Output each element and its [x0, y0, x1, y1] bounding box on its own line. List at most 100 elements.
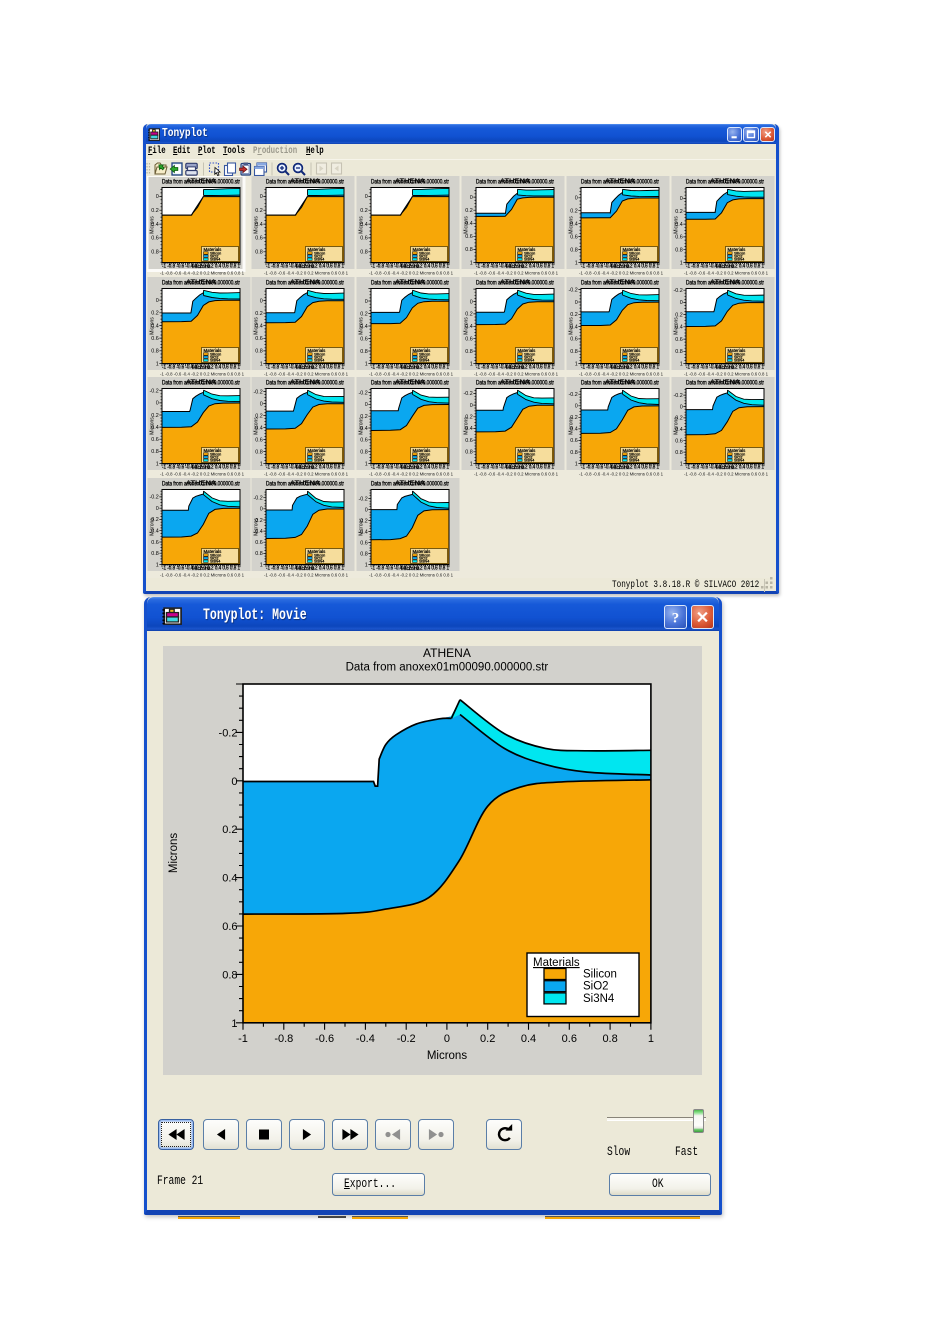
svg-text:ATHENA: ATHENA: [710, 279, 741, 286]
svg-text:Data from anoxex01m000.000000.: Data from anoxex01m000.000000.str: [371, 280, 449, 286]
svg-text:0.4: 0.4: [361, 426, 369, 432]
svg-text:Microns: Microns: [191, 466, 210, 472]
svg-text:0.2: 0.2: [256, 311, 263, 317]
svg-text:0.6: 0.6: [256, 438, 263, 444]
svg-text:Si3N4: Si3N4: [419, 459, 429, 463]
svg-text:-1 -0.8 -0.6 -0.4 -0.2 0 0.2 0: -1 -0.8 -0.6 -0.4 -0.2 0 0.2 0.4 0.6 0.8…: [266, 465, 344, 471]
svg-text:-1 -0.8 -0.6 -0.4 -0.2 0 0.2 M: -1 -0.8 -0.6 -0.4 -0.2 0 0.2 Microns 0.6…: [579, 371, 663, 376]
svg-text:Si3N4: Si3N4: [314, 258, 324, 262]
svg-text:1: 1: [155, 462, 158, 468]
svg-text:-1 -0.8 -0.6 -0.4 -0.2 0 0.2 0: -1 -0.8 -0.6 -0.4 -0.2 0 0.2 0.4 0.6 0.8…: [371, 364, 449, 370]
svg-text:-1 -0.8 -0.6 -0.4 -0.2 0 0.2 M: -1 -0.8 -0.6 -0.4 -0.2 0 0.2 Microns 0.6…: [264, 371, 348, 376]
svg-text:-0.2: -0.2: [254, 496, 263, 502]
svg-text:0.6: 0.6: [151, 437, 159, 443]
svg-text:Data from anoxex01m000.000000.: Data from anoxex01m000.000000.str: [266, 180, 344, 186]
svg-text:-1 -0.8 -0.6 -0.4 -0.2 0 0.2 0: -1 -0.8 -0.6 -0.4 -0.2 0 0.2 0.4 0.6 0.8…: [476, 364, 554, 370]
svg-text:Data from anoxex01m000.000000.: Data from anoxex01m000.000000.str: [581, 280, 659, 286]
svg-text:Data from anoxex01m000.000000.: Data from anoxex01m000.000000.str: [476, 180, 554, 186]
svg-text:0.2: 0.2: [675, 209, 683, 215]
svg-text:Silicon: Silicon: [210, 553, 221, 557]
svg-text:-1 -0.8 -0.6 -0.4 -0.2 0 0.2 0: -1 -0.8 -0.6 -0.4 -0.2 0 0.2 0.4 0.6 0.8…: [162, 364, 240, 370]
svg-text:ATHENA: ATHENA: [605, 178, 636, 185]
svg-text:0.6: 0.6: [361, 540, 369, 546]
svg-text:0.2: 0.2: [570, 209, 578, 215]
svg-text:Materials: Materials: [623, 247, 642, 252]
svg-text:-1 -0.8 -0.6 -0.4 -0.2 0 0.2 M: -1 -0.8 -0.6 -0.4 -0.2 0 0.2 Microns 0.6…: [369, 573, 453, 578]
svg-text:-1 -0.8 -0.6 -0.4 -0.2 0 0.2 0: -1 -0.8 -0.6 -0.4 -0.2 0 0.2 0.4 0.6 0.8…: [266, 566, 344, 572]
svg-text:0.2: 0.2: [151, 310, 159, 316]
svg-text:0.6: 0.6: [570, 439, 578, 445]
svg-text:0.6: 0.6: [256, 236, 263, 242]
svg-text:1: 1: [470, 462, 473, 468]
svg-text:0.8: 0.8: [465, 450, 473, 456]
svg-text:0.6: 0.6: [675, 439, 683, 445]
svg-text:-0.2: -0.2: [218, 727, 237, 739]
svg-text:SiO2: SiO2: [210, 254, 218, 258]
svg-text:0.4: 0.4: [361, 222, 369, 228]
svg-text:0.2: 0.2: [222, 824, 237, 836]
svg-text:ATHENA: ATHENA: [605, 279, 636, 286]
svg-text:ATHENA: ATHENA: [500, 178, 531, 185]
svg-text:SiO2: SiO2: [419, 254, 427, 258]
svg-text:Materials: Materials: [413, 549, 432, 554]
svg-text:1: 1: [575, 361, 578, 367]
svg-text:Microns: Microns: [611, 264, 630, 270]
svg-text:Si3N4: Si3N4: [419, 560, 429, 564]
svg-text:Microns: Microns: [401, 566, 420, 572]
svg-text:SiO2: SiO2: [583, 981, 609, 993]
svg-text:0: 0: [575, 404, 578, 410]
svg-text:0.8: 0.8: [570, 349, 578, 355]
svg-text:1: 1: [680, 260, 683, 266]
svg-text:Microns: Microns: [674, 216, 680, 234]
svg-text:Silicon: Silicon: [210, 453, 221, 457]
svg-text:Data from anoxex01m00090.00000: Data from anoxex01m00090.000000.str: [345, 662, 548, 674]
svg-text:Silicon: Silicon: [524, 453, 535, 457]
svg-text:1: 1: [260, 462, 263, 468]
svg-text:Microns: Microns: [569, 417, 575, 435]
svg-text:Data from anoxex01m000.000000.: Data from anoxex01m000.000000.str: [266, 280, 344, 286]
svg-text:0.4: 0.4: [256, 222, 263, 228]
svg-text:0: 0: [365, 507, 368, 513]
svg-text:0.6: 0.6: [361, 336, 369, 342]
svg-text:0: 0: [470, 195, 473, 201]
svg-text:Data from anoxex01m000.000000.: Data from anoxex01m000.000000.str: [266, 482, 344, 488]
svg-text:ATHENA: ATHENA: [395, 480, 426, 487]
svg-text:0.4: 0.4: [256, 323, 263, 329]
svg-text:1: 1: [647, 1033, 653, 1045]
svg-text:-1 -0.8 -0.6 -0.4 -0.2 0 0.2 M: -1 -0.8 -0.6 -0.4 -0.2 0 0.2 Microns 0.6…: [369, 271, 453, 276]
svg-text:Si3N4: Si3N4: [524, 459, 534, 463]
svg-text:0: 0: [470, 299, 473, 305]
svg-text:0.6: 0.6: [465, 234, 473, 240]
svg-text:SiO2: SiO2: [314, 456, 322, 460]
svg-text:0.8: 0.8: [570, 450, 578, 456]
svg-text:Materials: Materials: [533, 957, 580, 969]
svg-text:Data from anoxex01m000.000000.: Data from anoxex01m000.000000.str: [686, 381, 764, 387]
svg-text:Si3N4: Si3N4: [210, 258, 220, 262]
svg-text:0.8: 0.8: [256, 348, 263, 354]
svg-text:Materials: Materials: [308, 347, 327, 352]
svg-text:0.6: 0.6: [675, 337, 683, 343]
svg-text:0.8: 0.8: [675, 248, 683, 254]
svg-text:0.4: 0.4: [465, 427, 473, 433]
svg-text:Microns: Microns: [149, 518, 155, 536]
svg-text:0.2: 0.2: [465, 415, 473, 421]
svg-text:ATHENA: ATHENA: [186, 279, 217, 286]
svg-text:1: 1: [680, 462, 683, 468]
svg-text:0.6: 0.6: [675, 235, 683, 241]
svg-text:0.2: 0.2: [480, 1033, 495, 1045]
svg-text:0.8: 0.8: [465, 247, 473, 253]
svg-text:Microns: Microns: [149, 417, 155, 435]
svg-text:Microns: Microns: [149, 216, 155, 234]
svg-text:Data from anoxex01m000.000000.: Data from anoxex01m000.000000.str: [371, 381, 449, 387]
svg-text:SiO2: SiO2: [314, 355, 322, 359]
svg-text:-1 -0.8 -0.6 -0.4 -0.2 0 0.2 M: -1 -0.8 -0.6 -0.4 -0.2 0 0.2 Microns 0.6…: [264, 271, 348, 276]
svg-text:Silicon: Silicon: [314, 352, 325, 356]
svg-text:SiO2: SiO2: [210, 556, 218, 560]
svg-text:-1 -0.8 -0.6 -0.4 -0.2 0 0.2 0: -1 -0.8 -0.6 -0.4 -0.2 0 0.2 0.4 0.6 0.8…: [581, 364, 659, 370]
svg-text:0.6: 0.6: [361, 236, 369, 242]
svg-text:Microns: Microns: [426, 1050, 467, 1062]
svg-text:-1 -0.8 -0.6 -0.4 -0.2 0 0.2 0: -1 -0.8 -0.6 -0.4 -0.2 0 0.2 0.4 0.6 0.8…: [162, 566, 240, 572]
svg-text:0.6: 0.6: [256, 540, 263, 546]
svg-text:Si3N4: Si3N4: [734, 358, 744, 362]
svg-text:0.2: 0.2: [151, 517, 159, 523]
